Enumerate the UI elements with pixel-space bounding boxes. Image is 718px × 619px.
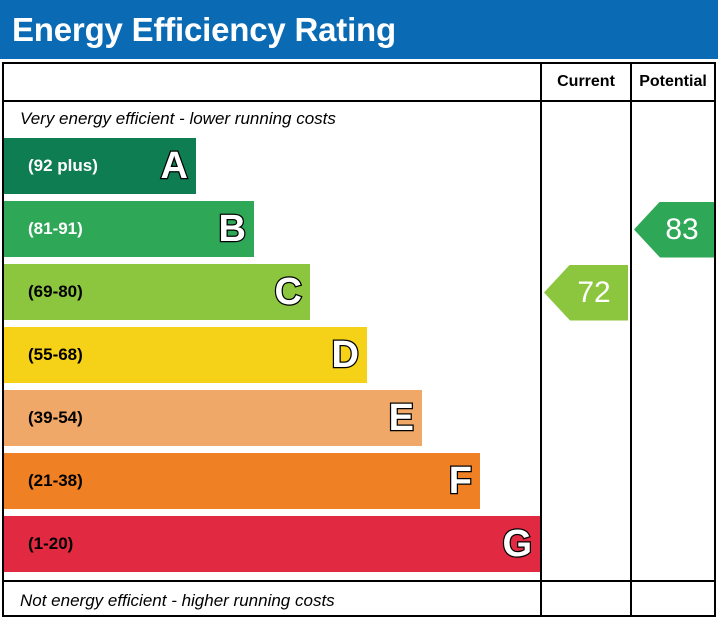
band-range-a: (92 plus): [28, 156, 98, 175]
band-range-b: (81-91): [28, 219, 83, 238]
band-letter-g: G: [501, 523, 533, 565]
potential-column-divider: [630, 64, 632, 615]
current-rating-arrow: 72: [544, 264, 628, 321]
band-letter-e: E: [387, 397, 415, 439]
column-header-current: Current: [557, 73, 615, 90]
page-title: Energy Efficiency Rating: [12, 10, 396, 48]
chart-header: Energy Efficiency Rating: [0, 0, 718, 59]
band-row-c: (69-80) C: [4, 264, 538, 327]
band-letter-d: D: [330, 334, 360, 376]
band-range-g: (1-20): [28, 534, 74, 553]
band-range-d: (55-68): [28, 345, 83, 364]
band-bar-g: (1-20) G: [4, 516, 540, 572]
band-row-a: (92 plus) A: [4, 138, 538, 201]
band-range-e: (39-54): [28, 408, 83, 427]
band-letter-b: B: [217, 208, 247, 250]
band-range-c: (69-80): [28, 282, 83, 301]
footer-divider: [4, 580, 714, 582]
band-bar-b: (81-91) B: [4, 201, 254, 257]
band-range-f: (21-38): [28, 471, 83, 490]
current-column-divider: [540, 64, 542, 615]
caption-very-efficient: Very energy efficient - lower running co…: [20, 109, 336, 128]
band-bar-c: (69-80) C: [4, 264, 310, 320]
potential-rating-arrow: 83: [634, 201, 714, 258]
column-header-potential: Potential: [639, 73, 707, 90]
band-letter-f: F: [448, 460, 474, 502]
band-letter-a: A: [159, 145, 189, 187]
header-divider: [4, 100, 714, 102]
band-bar-f: (21-38) F: [4, 453, 480, 509]
band-row-f: (21-38) F: [4, 453, 538, 516]
rating-table: Current Potential Very energy efficient …: [2, 62, 716, 617]
band-bar-a: (92 plus) A: [4, 138, 196, 194]
caption-not-efficient: Not energy efficient - higher running co…: [20, 591, 335, 610]
band-row-d: (55-68) D: [4, 327, 538, 390]
band-bar-d: (55-68) D: [4, 327, 367, 383]
band-row-g: (1-20) G: [4, 516, 540, 579]
band-bar-e: (39-54) E: [4, 390, 422, 446]
band-letter-c: C: [273, 271, 303, 313]
band-list: (92 plus) A (81-91) B (69-80) C (55-68): [4, 138, 540, 580]
band-row-e: (39-54) E: [4, 390, 538, 453]
band-row-b: (81-91) B: [4, 201, 538, 264]
